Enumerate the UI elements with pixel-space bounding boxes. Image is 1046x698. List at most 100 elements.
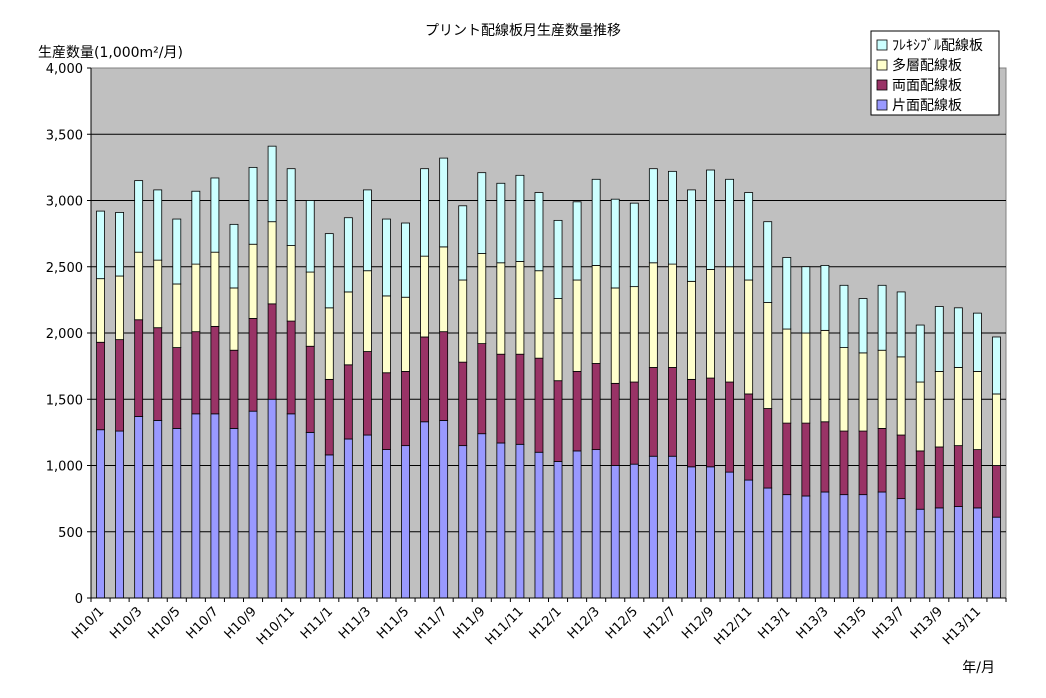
bar-segment [210, 251, 220, 327]
bar-segment [896, 356, 906, 436]
x-tick-label: H11/7 [412, 604, 450, 642]
bar-segment [629, 202, 639, 288]
bar-segment [324, 454, 334, 599]
bar-segment [229, 349, 239, 429]
bar-segment [324, 378, 334, 456]
bar-segment [229, 427, 239, 599]
bar-segment [420, 255, 429, 338]
legend-label: 片面配線板 [892, 98, 962, 114]
bar-segment [629, 381, 639, 465]
bar-segment [610, 287, 620, 384]
bar-segment [858, 494, 868, 599]
bar-segment [458, 445, 468, 599]
bar-segment [553, 298, 563, 382]
y-axis-label: 生産数量(1,000m²/月) [38, 45, 183, 61]
bar-segment [286, 168, 296, 246]
bar-segment [572, 279, 582, 372]
bar-segment [153, 420, 163, 599]
bar-segment [96, 341, 105, 431]
bar-segment [839, 284, 849, 348]
y-tick-label: 2,000 [46, 327, 83, 342]
bar-segment [515, 261, 525, 355]
bar-segment [572, 371, 582, 452]
bar-segment [706, 169, 715, 270]
bar-segment [477, 343, 487, 435]
x-tick-label: H10/3 [107, 604, 145, 642]
bar-segment [286, 320, 296, 415]
x-tick-label: H12/11 [711, 604, 755, 648]
bar-segment [248, 243, 258, 319]
x-tick-label: H13/5 [832, 604, 870, 642]
bar-segment [648, 262, 658, 368]
bar-segment [477, 172, 487, 254]
bar-segment [934, 446, 944, 509]
bar-segment [744, 279, 754, 395]
bar-segment [553, 461, 563, 599]
bar-segment [744, 393, 754, 481]
bar-segment [610, 382, 620, 466]
bar-segment [973, 449, 982, 509]
bar-segment [515, 174, 525, 262]
bar-segment [343, 217, 353, 293]
bar-segment [915, 450, 925, 510]
bar-segment [172, 347, 182, 429]
bar-segment [515, 353, 525, 445]
bar-segment [725, 381, 735, 473]
bar-segment [267, 145, 277, 223]
bar-segment [382, 449, 391, 599]
bar-segment [992, 516, 1001, 599]
bar-segment [382, 295, 391, 374]
bar-segment [401, 445, 410, 599]
bar-segment [591, 265, 601, 364]
x-tick-label: H10/5 [145, 604, 183, 642]
bar-segment [934, 371, 944, 448]
bar-segment [668, 455, 677, 599]
bar-segment [305, 345, 315, 433]
bar-segment [687, 280, 696, 380]
bar-segment [820, 491, 830, 599]
bar-segment [782, 494, 792, 599]
bar-segment [115, 212, 124, 277]
bar-segment [896, 498, 906, 599]
legend-label: ﾌﾚｷｼﾌﾞﾙ配線板 [892, 38, 983, 54]
legend-label: 両面配線板 [892, 78, 962, 94]
x-tick-label: H13/7 [870, 604, 908, 642]
bar-segment [534, 357, 544, 453]
bar-segment [96, 429, 105, 599]
bar-segment [553, 380, 563, 462]
bar-segment [801, 422, 811, 497]
bar-segment [115, 339, 124, 432]
legend-swatch [876, 59, 888, 71]
y-tick-label: 4,000 [46, 62, 83, 77]
bar-segment [343, 364, 353, 440]
bar-segment [648, 168, 658, 264]
bar-segment [96, 210, 105, 280]
bar-segment [496, 262, 506, 355]
y-tick-label: 3,000 [46, 195, 83, 210]
bar-segment [210, 413, 220, 599]
bar-segment [420, 421, 429, 599]
bar-segment [401, 371, 410, 447]
x-tick-label: H13/1 [755, 604, 793, 642]
bar-segment [992, 465, 1001, 518]
bar-segment [934, 507, 944, 599]
y-tick-label: 3,500 [46, 128, 83, 143]
bar-segment [191, 190, 201, 265]
bar-segment [782, 257, 792, 330]
bar-segment [953, 506, 963, 599]
bar-segment [763, 408, 773, 489]
bar-segment [305, 200, 315, 273]
bar-segment [286, 245, 296, 322]
bar-segment [839, 347, 849, 432]
bar-segment [534, 451, 544, 599]
bar-segment [820, 329, 830, 423]
bar-segment [706, 377, 715, 468]
bar-segment [496, 353, 506, 444]
bar-segment [229, 287, 239, 351]
bar-segment [210, 177, 220, 253]
bar-segment [877, 427, 887, 493]
bar-segment [953, 307, 963, 368]
